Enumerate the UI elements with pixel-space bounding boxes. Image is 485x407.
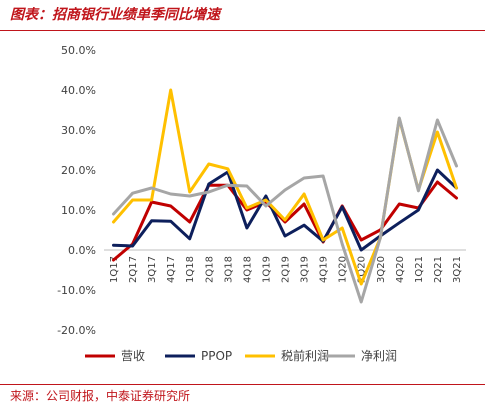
x-tick-label: 1Q18: [185, 256, 196, 283]
y-tick-label: -10.0%: [57, 284, 96, 297]
legend: 营收 PPOP 税前利润 净利润: [85, 348, 397, 363]
x-tick-label: 2Q20: [357, 256, 368, 283]
series-line-3: [112, 88, 458, 286]
x-tick-label: 2Q18: [204, 256, 215, 283]
x-tick-label: 2Q17: [128, 256, 139, 283]
x-tick-label: 4Q19: [319, 256, 330, 283]
x-tick-label: 1Q20: [338, 256, 349, 283]
series-line-1: [112, 180, 458, 262]
chart-title: 图表：招商银行业绩单季同比增速: [10, 7, 220, 23]
x-tick-label: 1Q19: [261, 256, 272, 283]
y-axis: -20.0% -10.0% 0.0% 10.0% 20.0% 30.0% 40.0% 50.0…: [57, 44, 96, 337]
x-tick-label: 4Q18: [242, 256, 253, 283]
x-tick-label: 2Q19: [281, 256, 292, 283]
line-chart: -20.0% -10.0% 0.0% 10.0% 20.0% 30.0% 40.0% 50.0…: [57, 44, 466, 363]
y-tick-label: 50.0%: [61, 44, 96, 57]
x-tick-label: 1Q17: [109, 256, 120, 283]
source-note: 来源：公司财报，中泰证券研究所: [10, 389, 191, 403]
bottom-divider: [0, 384, 485, 385]
top-divider: [0, 30, 485, 31]
y-tick-label: 20.0%: [61, 164, 96, 177]
series-line-4: [112, 116, 458, 304]
series-lines: [112, 88, 458, 304]
y-tick-label: 40.0%: [61, 84, 96, 97]
legend-label-1: 营收: [121, 349, 145, 363]
x-tick-label: 3Q21: [452, 256, 463, 283]
legend-label-3: 税前利润: [281, 348, 329, 363]
y-tick-label: -20.0%: [57, 324, 96, 337]
y-tick-label: 0.0%: [68, 244, 96, 257]
x-tick-label: 3Q18: [223, 256, 234, 283]
x-tick-label: 4Q17: [166, 256, 177, 283]
x-axis: 1Q17 2Q17 3Q17 4Q17 1Q18 2Q18 3Q18 4Q18 1Q19 2Q19…: [104, 249, 466, 283]
y-tick-label: 30.0%: [61, 124, 96, 137]
x-tick-label: 2Q21: [433, 256, 444, 283]
x-tick-label: 3Q19: [300, 256, 311, 283]
x-tick-label: 3Q17: [147, 256, 158, 283]
x-tick-label: 4Q20: [395, 256, 406, 283]
x-tick-label: 1Q21: [414, 256, 425, 283]
legend-label-4: 净利润: [361, 349, 397, 363]
legend-label-2: PPOP: [201, 349, 232, 363]
series-line-2: [112, 168, 458, 252]
y-tick-label: 10.0%: [61, 204, 96, 217]
x-tick-label: 3Q20: [376, 256, 387, 283]
